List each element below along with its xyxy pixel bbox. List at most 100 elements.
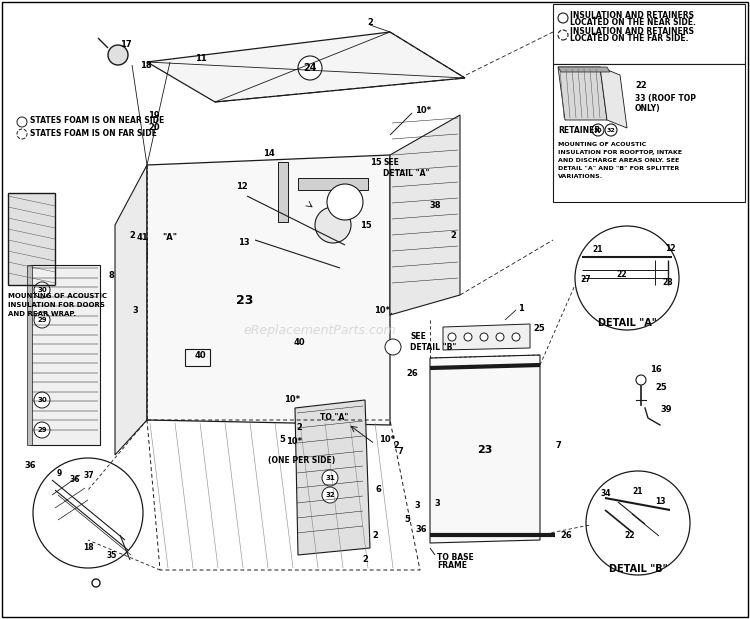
Text: 41: 41 (136, 233, 148, 241)
Circle shape (558, 30, 568, 40)
Text: 23: 23 (236, 293, 254, 306)
Circle shape (17, 129, 27, 139)
Circle shape (315, 207, 351, 243)
Text: 28: 28 (662, 277, 673, 287)
Text: 35: 35 (106, 550, 117, 560)
Text: 15: 15 (370, 157, 382, 167)
Text: RETAINER: RETAINER (558, 126, 600, 134)
Text: 39: 39 (660, 405, 671, 415)
Text: 10*: 10* (415, 105, 431, 115)
Text: 30: 30 (594, 128, 602, 132)
Text: 14: 14 (263, 149, 275, 157)
Circle shape (322, 487, 338, 503)
Bar (298, 178, 368, 190)
Polygon shape (558, 67, 607, 120)
Polygon shape (27, 265, 32, 445)
Text: 3: 3 (434, 500, 440, 508)
Text: MOUNTING OF ACOUSTIC: MOUNTING OF ACOUSTIC (8, 293, 107, 299)
Text: 12: 12 (236, 181, 248, 191)
Text: 40: 40 (293, 337, 305, 347)
Circle shape (298, 56, 322, 80)
Text: 38: 38 (429, 201, 441, 209)
Text: 12: 12 (665, 243, 676, 253)
Circle shape (592, 124, 604, 136)
Circle shape (464, 333, 472, 341)
Text: 3: 3 (414, 501, 420, 509)
Text: DETAIL "A": DETAIL "A" (598, 318, 656, 328)
Bar (278, 162, 288, 222)
Polygon shape (295, 400, 370, 555)
Text: MOUNTING OF ACOUSTIC: MOUNTING OF ACOUSTIC (558, 142, 646, 147)
Text: 10*: 10* (374, 306, 390, 314)
Polygon shape (390, 115, 460, 315)
Circle shape (34, 422, 50, 438)
Text: VARIATIONS.: VARIATIONS. (558, 173, 603, 178)
Text: SEE
DETAIL "B": SEE DETAIL "B" (410, 332, 456, 352)
Text: ONLY): ONLY) (635, 103, 661, 113)
Circle shape (480, 333, 488, 341)
Text: 9: 9 (57, 469, 62, 477)
Circle shape (385, 339, 401, 355)
Circle shape (558, 13, 568, 23)
Text: INSULATION AND RETAINERS: INSULATION AND RETAINERS (570, 11, 694, 20)
Text: 36: 36 (25, 461, 36, 469)
Text: 7: 7 (555, 441, 561, 449)
Circle shape (34, 392, 50, 408)
Text: AND REAR WRAP.: AND REAR WRAP. (8, 311, 76, 317)
Text: 16: 16 (650, 365, 662, 374)
Polygon shape (147, 155, 390, 425)
Circle shape (322, 470, 338, 486)
Text: 19: 19 (148, 111, 160, 119)
Text: TO "A": TO "A" (320, 413, 349, 423)
Polygon shape (147, 32, 465, 102)
Text: FRAME: FRAME (437, 561, 467, 571)
Text: 29: 29 (38, 427, 46, 433)
Text: 17: 17 (120, 40, 132, 48)
Text: (ONE PER SIDE): (ONE PER SIDE) (268, 456, 336, 464)
Polygon shape (443, 324, 530, 350)
Text: STATES FOAM IS ON FAR SIDE: STATES FOAM IS ON FAR SIDE (30, 129, 157, 137)
Text: eReplacementParts.com: eReplacementParts.com (244, 324, 396, 337)
Text: 18: 18 (140, 61, 152, 69)
Text: AND DISCHARGE AREAS ONLY. SEE: AND DISCHARGE AREAS ONLY. SEE (558, 157, 680, 163)
Circle shape (575, 226, 679, 330)
Text: 2: 2 (372, 530, 378, 540)
Text: INSULATION AND RETAINERS: INSULATION AND RETAINERS (570, 27, 694, 35)
Text: 10*: 10* (379, 436, 395, 444)
Text: 22: 22 (635, 80, 646, 90)
Text: 2: 2 (450, 230, 456, 240)
Text: 23: 23 (477, 445, 493, 455)
Text: LOCATED ON THE NEAR SIDE.: LOCATED ON THE NEAR SIDE. (570, 17, 696, 27)
Circle shape (636, 375, 646, 385)
Polygon shape (115, 165, 147, 455)
Text: SEE
DETAIL "A": SEE DETAIL "A" (383, 158, 430, 178)
Text: 20: 20 (148, 123, 160, 131)
Text: DETAIL "B": DETAIL "B" (609, 564, 668, 574)
Text: 25: 25 (533, 324, 544, 332)
Text: 5: 5 (279, 436, 285, 444)
Text: INSULATION FOR DOORS: INSULATION FOR DOORS (8, 302, 105, 308)
Text: LOCATED ON THE FAR SIDE.: LOCATED ON THE FAR SIDE. (570, 33, 688, 43)
Text: 21: 21 (632, 488, 643, 496)
Text: 32: 32 (607, 128, 615, 132)
Text: 10*: 10* (286, 438, 302, 446)
Text: 21: 21 (592, 245, 603, 254)
Polygon shape (8, 193, 55, 285)
Text: 31: 31 (326, 475, 335, 481)
Text: 33 (ROOF TOP: 33 (ROOF TOP (635, 93, 696, 103)
Text: 1: 1 (518, 303, 524, 313)
Polygon shape (600, 67, 627, 128)
Circle shape (17, 117, 27, 127)
Text: 18: 18 (82, 543, 93, 553)
Text: 22: 22 (616, 269, 627, 279)
Polygon shape (558, 67, 610, 72)
Text: 2: 2 (362, 555, 368, 565)
Circle shape (586, 471, 690, 575)
Text: 6: 6 (375, 485, 381, 495)
Text: 30: 30 (38, 397, 47, 403)
Text: 34: 34 (601, 488, 611, 498)
Text: 15: 15 (360, 220, 372, 230)
Text: 5: 5 (404, 516, 410, 524)
Text: 22: 22 (625, 530, 635, 540)
Circle shape (512, 333, 520, 341)
